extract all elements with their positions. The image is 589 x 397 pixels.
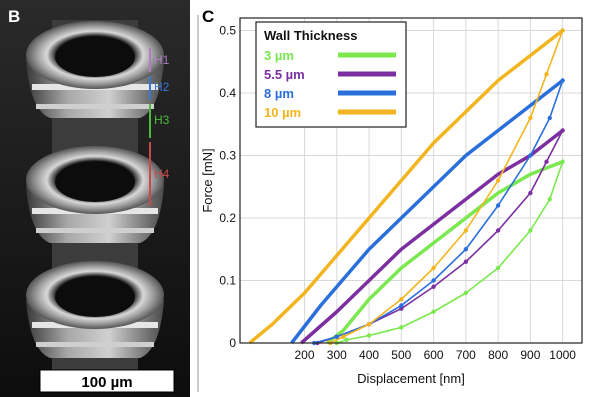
series-10-um bbox=[248, 28, 565, 346]
plot-frame bbox=[239, 17, 583, 344]
unloading-point bbox=[431, 284, 436, 289]
unloading-point bbox=[341, 334, 346, 339]
legend-entry-label: 5.5 µm bbox=[264, 67, 305, 82]
unloading-point bbox=[495, 265, 501, 271]
unloading-point bbox=[560, 78, 565, 83]
unloading-point bbox=[560, 128, 565, 133]
panel-b-label: B bbox=[8, 7, 20, 26]
unloading-point bbox=[528, 190, 533, 196]
y-tick-label: 0.1 bbox=[219, 274, 236, 288]
unloading-point bbox=[547, 115, 552, 121]
unloading-point bbox=[366, 322, 372, 327]
unloading-point bbox=[528, 153, 533, 158]
panel-c-label: C bbox=[202, 7, 214, 26]
ring-structure-top bbox=[26, 21, 164, 118]
series-8-um bbox=[290, 78, 565, 346]
y-tick-label: 0.3 bbox=[219, 149, 236, 163]
unloading-point bbox=[560, 159, 565, 164]
unloading-point bbox=[366, 333, 372, 338]
loading-curve bbox=[248, 29, 564, 345]
unloading-point bbox=[528, 228, 533, 233]
chart-legend: Wall Thickness 3 µm 5.5 µm 8 µm 10 µm bbox=[255, 21, 407, 128]
unloading-point bbox=[344, 337, 349, 343]
y-tick-label: 0 bbox=[229, 336, 236, 350]
unloading-point bbox=[431, 265, 436, 271]
h3-label: H3 bbox=[154, 113, 170, 127]
y-tick-label: 0.2 bbox=[219, 211, 236, 225]
height-markers: H1 H2 H3 H4 bbox=[149, 48, 170, 206]
unloading-point bbox=[544, 72, 549, 77]
unloading-curve bbox=[313, 80, 564, 344]
h1-label: H1 bbox=[154, 53, 170, 67]
unloading-point bbox=[399, 325, 404, 330]
unloading-point bbox=[528, 115, 533, 121]
x-tick-label: 400 bbox=[359, 348, 379, 362]
x-tick-label: 700 bbox=[456, 348, 476, 362]
x-tick-label: 600 bbox=[424, 348, 444, 362]
x-axis-label: Displacement [nm] bbox=[357, 371, 465, 386]
y-axis-label: Force [mN] bbox=[200, 148, 215, 212]
unloading-point bbox=[431, 278, 436, 283]
y-tick-label: 0.4 bbox=[219, 86, 236, 100]
force-displacement-chart: C 200 300 400 500 600 700 800 900 1000 0 0.1 0.2 0.3… bbox=[197, 7, 583, 392]
unloading-point bbox=[560, 28, 565, 33]
x-tick-label: 800 bbox=[488, 348, 508, 362]
unloading-point bbox=[463, 290, 469, 296]
unloading-point bbox=[431, 309, 436, 314]
unloading-curve bbox=[336, 161, 564, 344]
unloading-point bbox=[399, 303, 404, 308]
unloading-curve bbox=[329, 30, 564, 344]
loading-curve bbox=[300, 129, 564, 345]
series-3-um bbox=[326, 159, 565, 346]
chart-axes: 200 300 400 500 600 700 800 900 1000 0 0.1 0.2 0.3 0.… bbox=[219, 17, 583, 362]
sem-image-panel: H1 H2 H3 H4 B 100 µm bbox=[0, 0, 190, 397]
unloading-point bbox=[547, 197, 552, 202]
unloading-point bbox=[544, 159, 549, 164]
unloading-point bbox=[399, 306, 404, 311]
ring-structure-bottom bbox=[26, 261, 164, 358]
x-tick-label: 200 bbox=[295, 348, 315, 362]
unloading-point bbox=[334, 334, 339, 339]
x-tick-label: 900 bbox=[520, 348, 540, 362]
unloading-point bbox=[463, 247, 469, 252]
unloading-point bbox=[495, 178, 501, 183]
y-tick-label: 0.5 bbox=[219, 24, 236, 38]
legend-entry-label: 3 µm bbox=[264, 48, 294, 63]
ring-structure-middle bbox=[26, 146, 164, 243]
x-tick-label: 300 bbox=[327, 348, 347, 362]
unloading-point bbox=[463, 228, 469, 233]
scale-bar-label: 100 µm bbox=[81, 374, 132, 391]
loading-curve bbox=[290, 79, 564, 345]
unloading-point bbox=[495, 203, 501, 208]
unloading-point bbox=[399, 297, 404, 302]
legend-entry-label: 10 µm bbox=[264, 105, 301, 120]
x-tick-label: 500 bbox=[391, 348, 411, 362]
legend-entry-label: 8 µm bbox=[264, 86, 294, 101]
x-tick-label: 1000 bbox=[549, 348, 576, 362]
unloading-point bbox=[463, 259, 469, 264]
h4-label: H4 bbox=[154, 167, 170, 181]
loading-curve bbox=[326, 160, 564, 345]
legend-title: Wall Thickness bbox=[264, 28, 357, 43]
unloading-point bbox=[495, 228, 501, 233]
scale-bar-box bbox=[39, 369, 175, 393]
chart-series bbox=[248, 28, 565, 346]
h2-label: H2 bbox=[154, 80, 170, 94]
